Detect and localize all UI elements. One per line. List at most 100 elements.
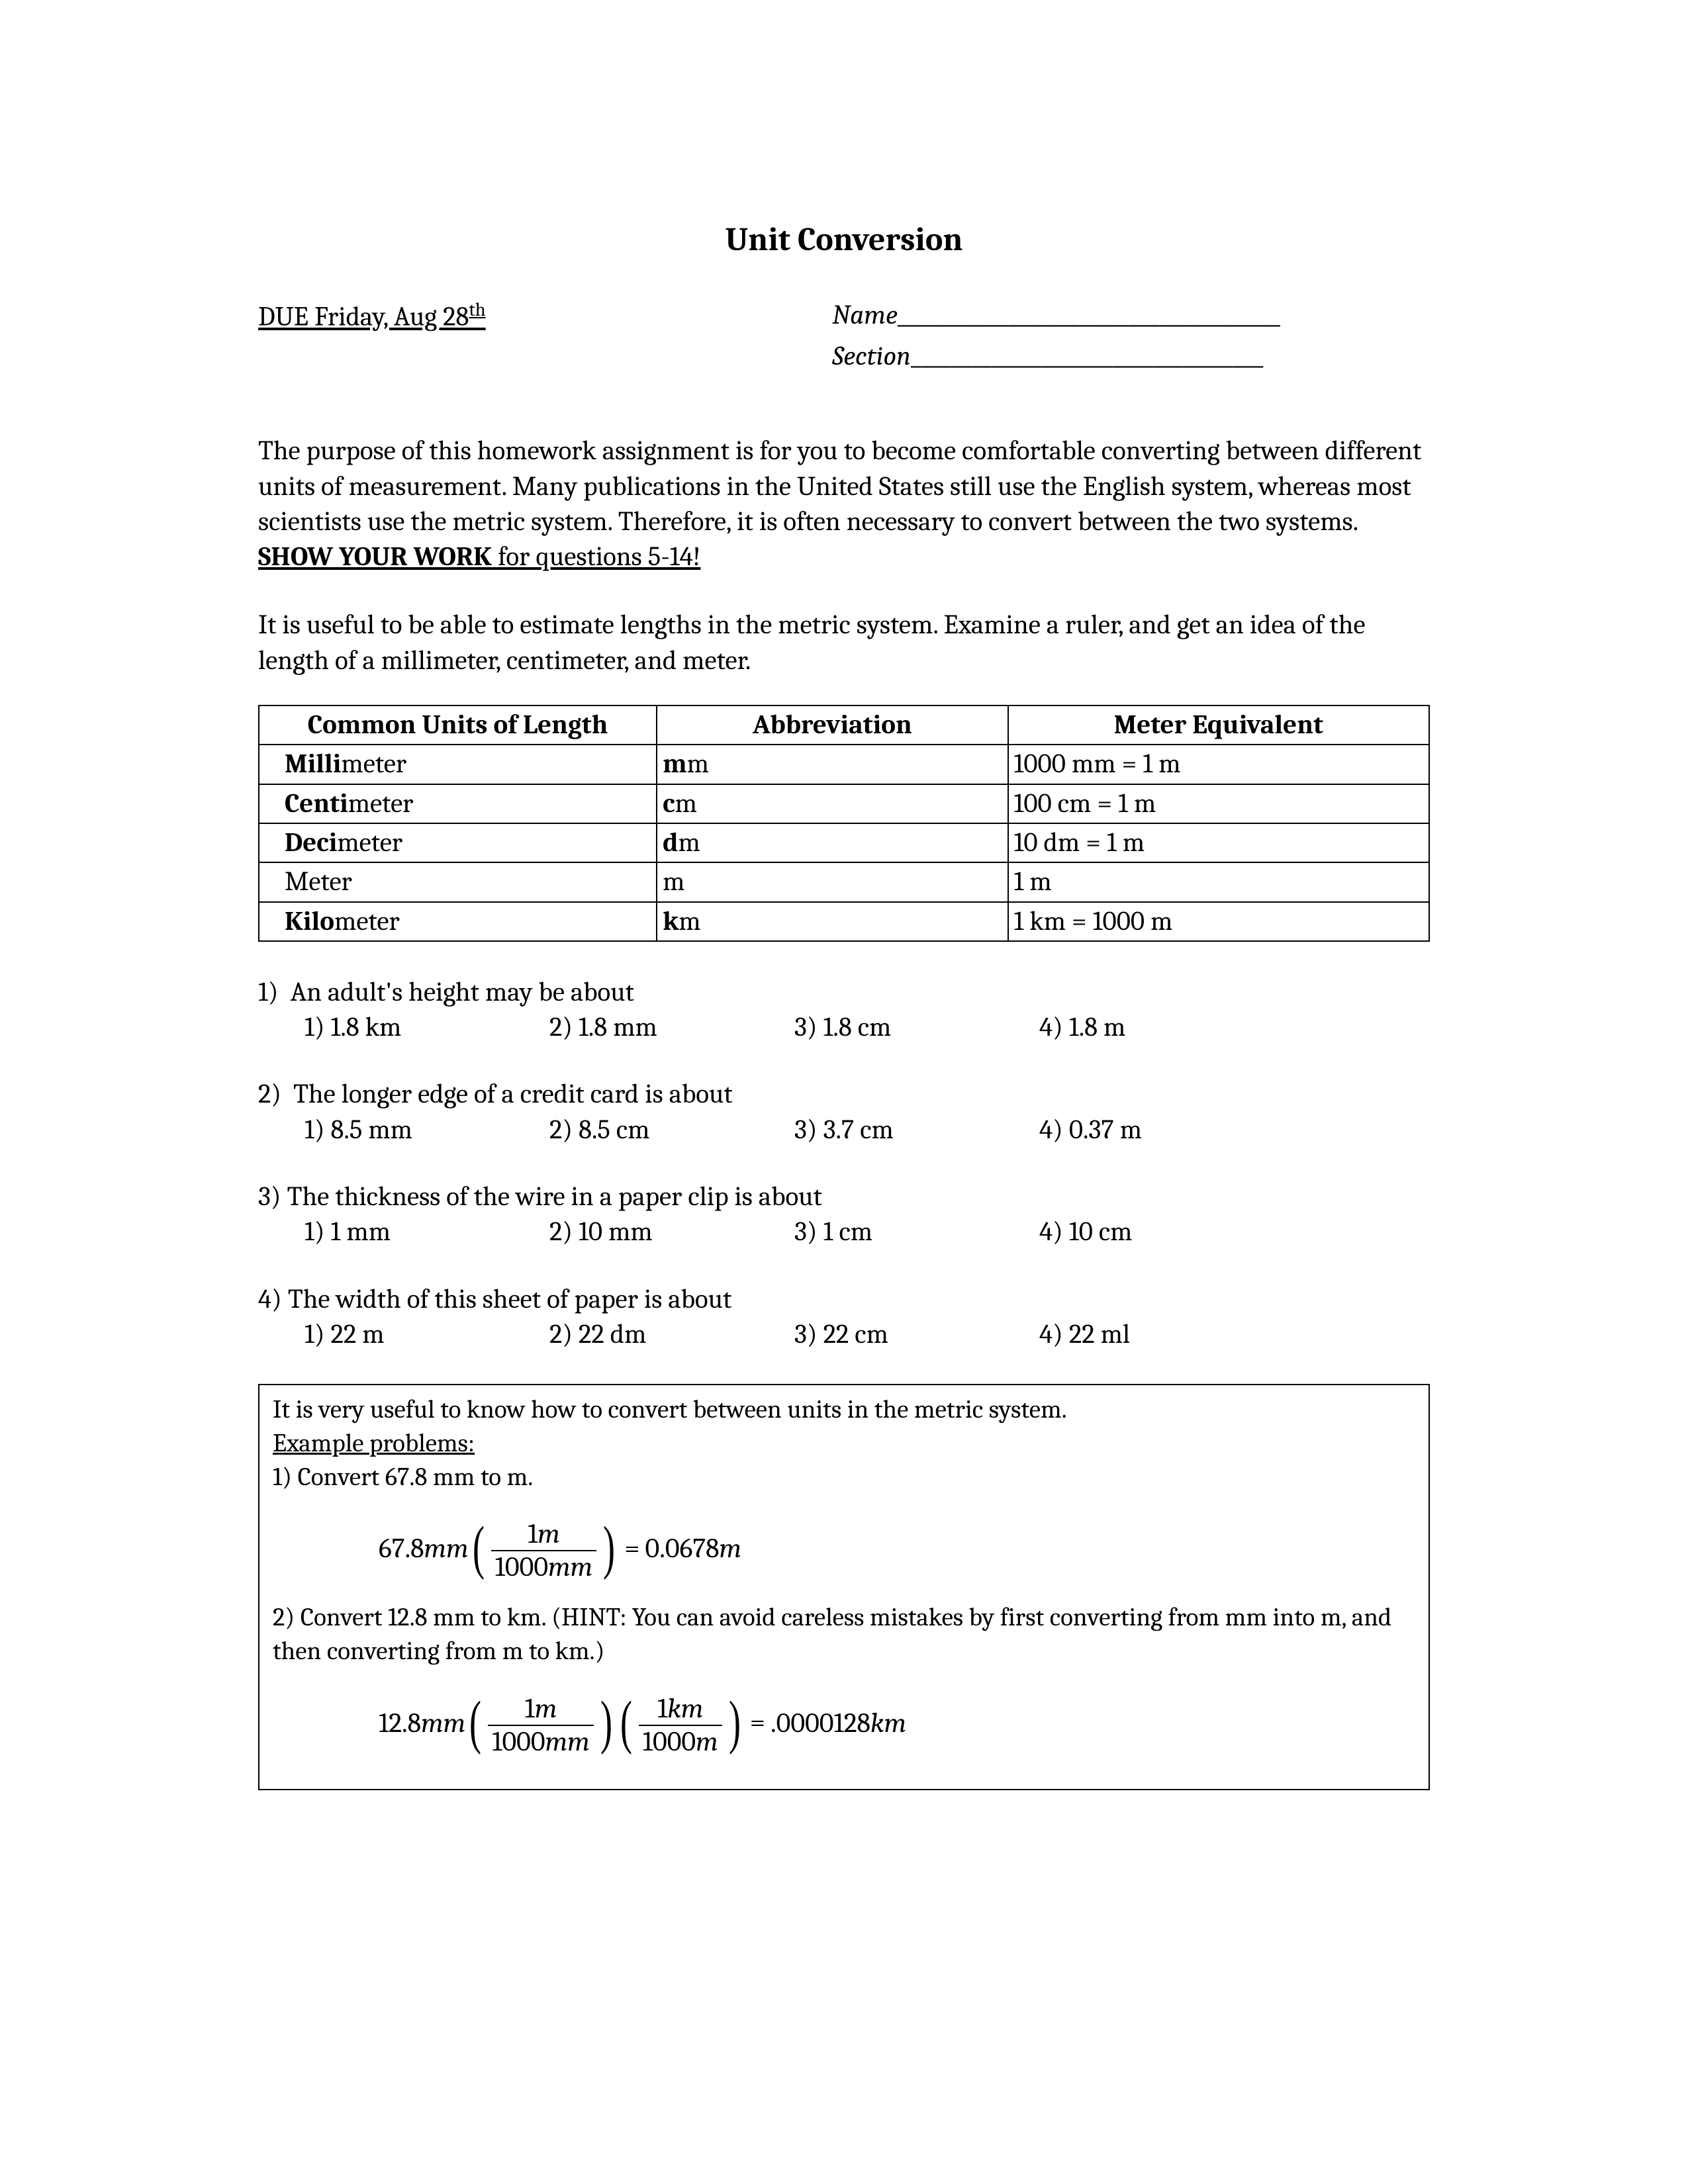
table-row: Meter m 1 m <box>259 862 1429 901</box>
q-text: The thickness of the wire in a paper cli… <box>287 1181 822 1212</box>
option[interactable]: 2) 8.5 cm <box>549 1113 794 1148</box>
question-2: 2) The longer edge of a credit card is a… <box>258 1077 1430 1148</box>
page-title: Unit Conversion <box>258 218 1430 261</box>
name-blank[interactable]: ______________________________________ <box>898 300 1280 331</box>
worksheet-page: Unit Conversion DUE Friday, Aug 28th Nam… <box>0 0 1688 2184</box>
unit-bold: Kilo <box>285 906 334 937</box>
question-3: 3) The thickness of the wire in a paper … <box>258 1179 1430 1250</box>
f2-num1: 1 <box>525 1692 535 1725</box>
formula-1: 67.8mm(1m1000mm)=0.0678m <box>273 1494 1415 1601</box>
f1-num-unit: m <box>538 1518 560 1550</box>
f1-result-unit: m <box>719 1532 741 1565</box>
col-header-equiv: Meter Equivalent <box>1008 705 1430 745</box>
section-field-line: Section_________________________________… <box>832 339 1430 374</box>
col-header-abbr: Abbreviation <box>657 705 1008 745</box>
section-blank[interactable]: ___________________________________ <box>911 341 1263 372</box>
option[interactable]: 4) 1.8 m <box>1039 1010 1284 1045</box>
f1-lead-unit: mm <box>424 1532 469 1565</box>
intro-text-2: for questions 5-14! <box>492 541 700 572</box>
option[interactable]: 2) 10 mm <box>549 1214 794 1250</box>
header-row: DUE Friday, Aug 28th Name_______________… <box>258 298 1430 335</box>
unit-bold: Deci <box>285 827 337 858</box>
q-num: 3) <box>258 1181 281 1212</box>
f2-den1-unit: mm <box>545 1725 590 1758</box>
option[interactable]: 1) 8.5 mm <box>305 1113 549 1148</box>
units-table: Common Units of Length Abbreviation Mete… <box>258 705 1430 942</box>
f2-lead: 12.8 <box>379 1706 421 1739</box>
example-label: Example problems: <box>273 1427 1415 1461</box>
option[interactable]: 4) 0.37 m <box>1039 1113 1284 1148</box>
q-options: 1) 22 m 2) 22 dm 3) 22 cm 4) 22 ml <box>258 1317 1430 1352</box>
abbr-rest: m <box>678 827 700 858</box>
unit-rest: meter <box>348 788 414 819</box>
due-date: DUE Friday, Aug 28th <box>258 298 832 335</box>
example-problem-2: 2) Convert 12.8 mm to km. (HINT: You can… <box>273 1601 1415 1668</box>
unit-rest: meter <box>334 906 400 937</box>
f2-den2: 1000 <box>643 1725 696 1758</box>
name-label: Name <box>832 300 898 331</box>
option[interactable]: 4) 10 cm <box>1039 1214 1284 1250</box>
option[interactable]: 3) 1.8 cm <box>794 1010 1039 1045</box>
f1-result: 0.0678 <box>645 1532 720 1565</box>
option[interactable]: 3) 3.7 cm <box>794 1113 1039 1148</box>
f2-num2-unit: km <box>667 1692 703 1725</box>
unit-rest: meter <box>337 827 402 858</box>
intro-paragraph: The purpose of this homework assignment … <box>258 433 1430 574</box>
section-row: Section_________________________________… <box>258 339 1430 374</box>
equiv-cell: 1 m <box>1008 862 1430 901</box>
f1-num: 1 <box>528 1518 538 1550</box>
col-header-unit: Common Units of Length <box>259 705 657 745</box>
name-field-line: Name____________________________________… <box>832 298 1430 335</box>
example-box: It is very useful to know how to convert… <box>258 1384 1430 1790</box>
estimate-paragraph: It is useful to be able to estimate leng… <box>258 608 1430 678</box>
table-row: Centimetercm100 cm = 1 m <box>259 784 1429 823</box>
abbr-rest: m <box>663 866 684 897</box>
f1-den-unit: mm <box>548 1551 592 1583</box>
f2-den1: 1000 <box>492 1725 545 1758</box>
q-text: The longer edge of a credit card is abou… <box>293 1079 733 1110</box>
equiv-cell: 1000 mm = 1 m <box>1008 745 1430 784</box>
example-intro: It is very useful to know how to convert… <box>273 1393 1415 1427</box>
abbr-rest: m <box>687 749 709 780</box>
q-num: 2) <box>258 1079 281 1110</box>
option[interactable]: 2) 1.8 mm <box>549 1010 794 1045</box>
q-options: 1) 8.5 mm 2) 8.5 cm 3) 3.7 cm 4) 0.37 m <box>258 1113 1430 1148</box>
f2-result: .0000128 <box>771 1706 870 1739</box>
option[interactable]: 1) 22 m <box>305 1317 549 1352</box>
q-options: 1) 1 mm 2) 10 mm 3) 1 cm 4) 10 cm <box>258 1214 1430 1250</box>
f2-num2: 1 <box>657 1692 667 1725</box>
unit-rest: Meter <box>285 866 352 897</box>
option[interactable]: 1) 1 mm <box>305 1214 549 1250</box>
equiv-cell: 1 km = 1000 m <box>1008 902 1430 941</box>
abbr-bold: k <box>663 906 679 937</box>
table-row: Kilometerkm1 km = 1000 m <box>259 902 1429 941</box>
q-num: 4) <box>258 1284 282 1315</box>
q-options: 1) 1.8 km 2) 1.8 mm 3) 1.8 cm 4) 1.8 m <box>258 1010 1430 1045</box>
abbr-rest: m <box>675 788 697 819</box>
unit-rest: meter <box>341 749 406 780</box>
question-4: 4) The width of this sheet of paper is a… <box>258 1282 1430 1353</box>
show-work-emphasis: SHOW YOUR WORK <box>258 541 492 572</box>
f2-result-unit: km <box>870 1706 906 1739</box>
intro-text-1: The purpose of this homework assignment … <box>258 435 1421 537</box>
formula-2: 12.8mm(1m1000mm)(1km1000m)=.0000128km <box>273 1668 1415 1776</box>
q-text: The width of this sheet of paper is abou… <box>288 1284 731 1315</box>
abbr-bold: d <box>663 827 678 858</box>
f1-lead: 67.8 <box>379 1532 424 1565</box>
option[interactable]: 3) 22 cm <box>794 1317 1039 1352</box>
f2-den2-unit: m <box>696 1725 718 1758</box>
option[interactable]: 4) 22 ml <box>1039 1317 1284 1352</box>
option[interactable]: 2) 22 dm <box>549 1317 794 1352</box>
question-1: 1) An adult's height may be about 1) 1.8… <box>258 975 1430 1046</box>
f2-lead-unit: mm <box>421 1706 465 1739</box>
option[interactable]: 3) 1 cm <box>794 1214 1039 1250</box>
questions-block: 1) An adult's height may be about 1) 1.8… <box>258 975 1430 1352</box>
abbr-bold: c <box>663 788 675 819</box>
option[interactable]: 1) 1.8 km <box>305 1010 549 1045</box>
equiv-cell: 10 dm = 1 m <box>1008 823 1430 862</box>
table-header-row: Common Units of Length Abbreviation Mete… <box>259 705 1429 745</box>
abbr-bold: m <box>663 749 687 780</box>
table-row: Millimetermm1000 mm = 1 m <box>259 745 1429 784</box>
section-label: Section <box>832 341 911 372</box>
due-text: DUE Friday, Aug 28 <box>258 302 469 333</box>
